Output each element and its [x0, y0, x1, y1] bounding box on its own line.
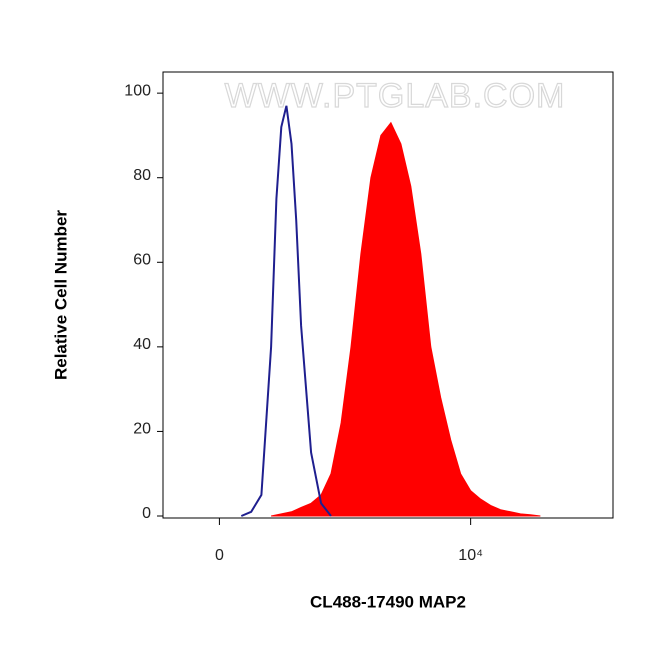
x-tick-label: 10⁴	[458, 547, 483, 564]
y-tick-label: 40	[133, 336, 151, 353]
x-tick-label: 0	[215, 547, 224, 564]
x-axis-title: CL488-17490 MAP2	[310, 592, 466, 611]
y-tick-label: 100	[124, 82, 151, 99]
y-axis-title: Relative Cell Number	[51, 210, 70, 380]
histogram-line	[240, 105, 332, 517]
y-tick-label: 80	[133, 167, 151, 184]
plot-frame	[162, 71, 614, 519]
y-tick-label: 0	[142, 505, 151, 522]
histogram-area	[270, 121, 541, 517]
y-tick-label: 20	[133, 421, 151, 438]
y-tick-label: 60	[133, 252, 151, 269]
watermark: WWW.PTGLAB.COM	[225, 77, 566, 115]
